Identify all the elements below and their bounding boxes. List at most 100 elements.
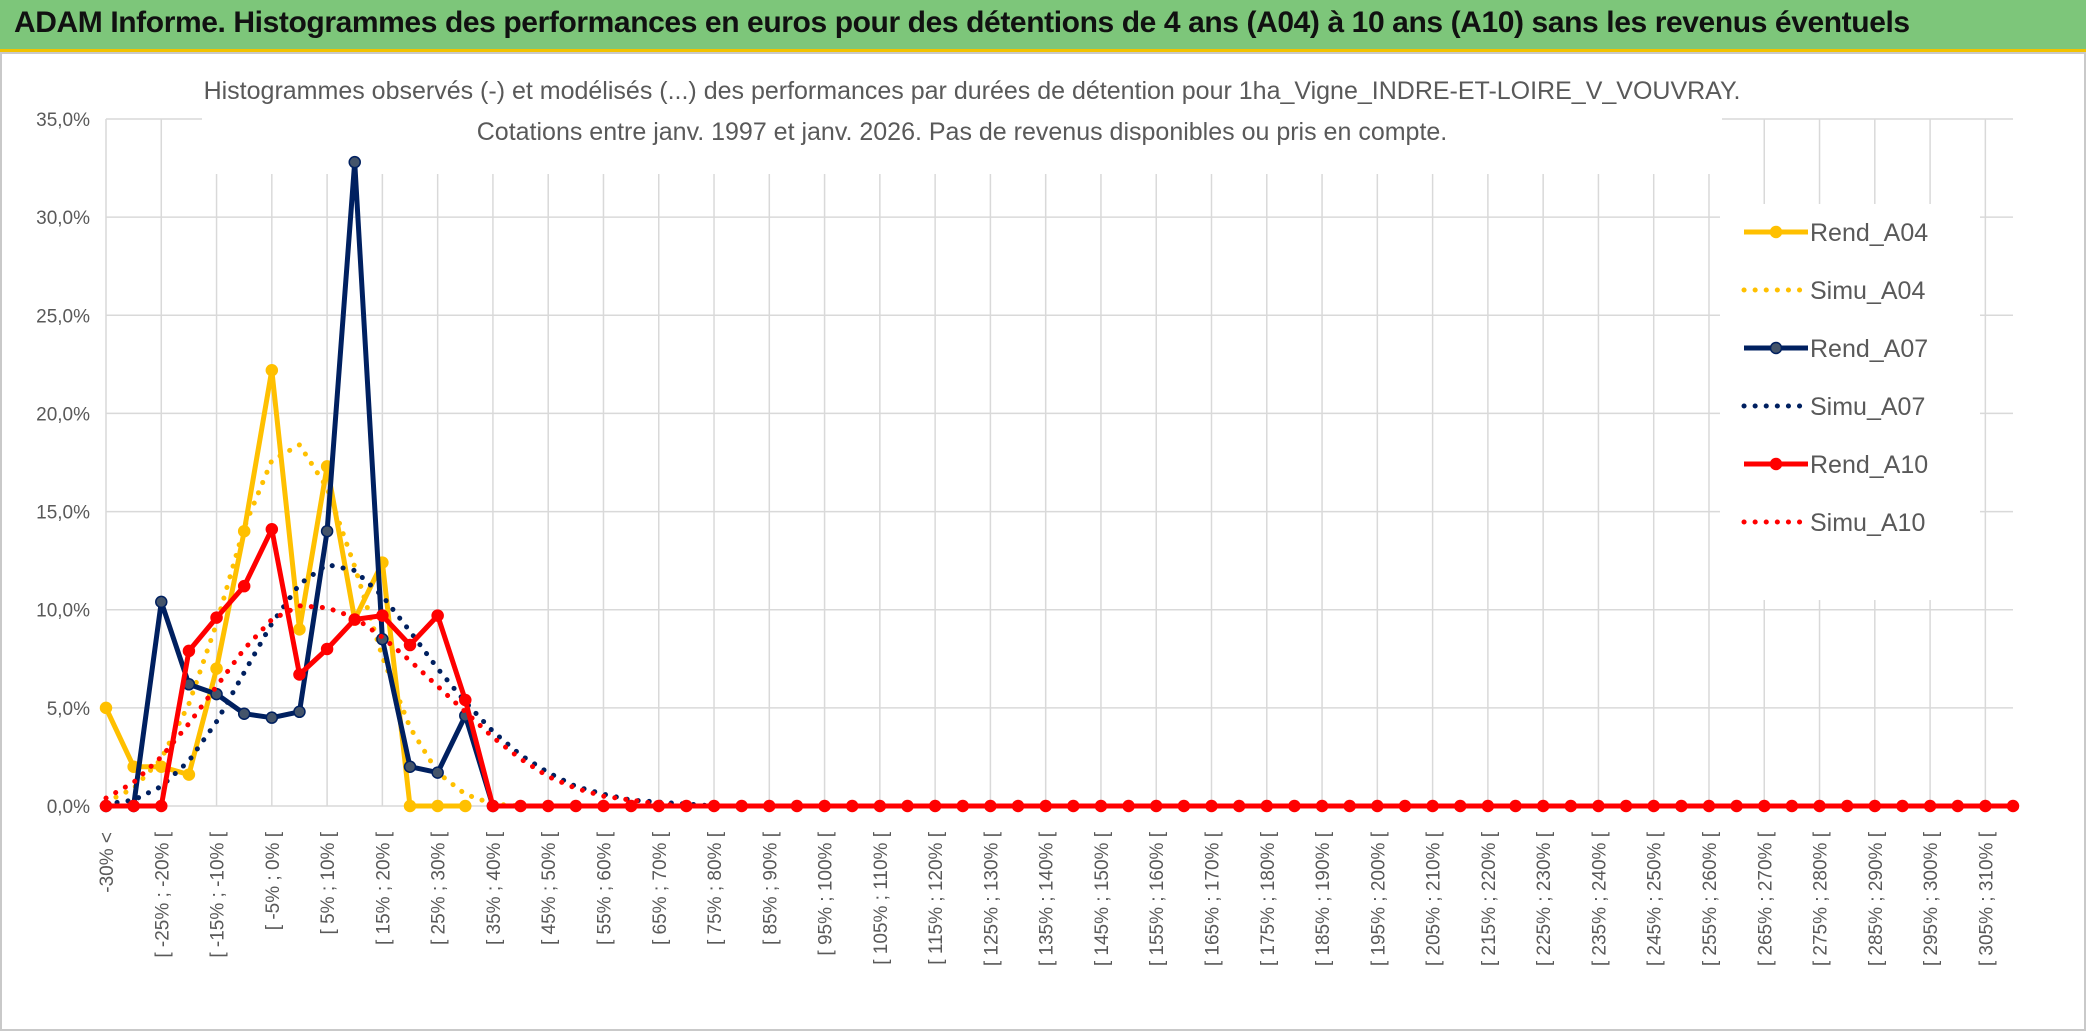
x-tick-label: [ 175% ; 180% [ [1258, 831, 1279, 966]
x-tick-label: [ 255% ; 260% [ [1700, 831, 1721, 966]
legend-marker [1769, 225, 1783, 239]
x-tick-label: [ 65% ; 70% [ [650, 831, 671, 945]
data-point [486, 799, 500, 813]
data-point [459, 693, 472, 707]
data-point [210, 611, 223, 624]
data-point [459, 799, 472, 813]
x-tick-label: [ 155% ; 160% [ [1147, 831, 1168, 966]
x-tick-label: [ 265% ; 270% [ [1755, 831, 1776, 966]
data-point [320, 524, 334, 538]
x-tick-label: [ 165% ; 170% [ [1203, 831, 1224, 966]
data-point [182, 644, 196, 658]
data-point [237, 579, 251, 593]
data-point [845, 799, 859, 813]
x-tick-label: [ 275% ; 280% [ [1811, 831, 1832, 966]
title-background [202, 68, 1722, 174]
data-point [210, 662, 223, 675]
data-point [1675, 799, 1688, 813]
data-point [155, 799, 168, 813]
data-point [1868, 799, 1882, 813]
data-point [1619, 799, 1633, 813]
x-tick-label: [ -25% ; -20% [ [152, 831, 173, 957]
series-line-rend-a04 [103, 367, 466, 809]
x-tick-label: [ -15% ; -10% [ [208, 831, 229, 957]
data-point [265, 522, 279, 536]
x-tick-label: [ -5% ; 0% [ [263, 831, 284, 930]
data-point [320, 642, 334, 656]
y-tick-label: 35,0% [36, 110, 90, 131]
x-tick-label: [ 125% ; 130% [ [981, 831, 1002, 966]
data-point [1426, 799, 1439, 813]
x-tick-label: [ 15% ; 20% [ [373, 831, 394, 945]
legend: Rend_A04 Simu_A04 Rend_A07 Simu_A07 Rend_A10… [1720, 204, 1980, 600]
x-tick-label: -30% < [97, 832, 118, 893]
data-point [1315, 799, 1329, 813]
x-tick-label: [ 305% ; 310% [ [1976, 831, 1997, 966]
x-tick-label: [ 245% ; 250% [ [1645, 831, 1666, 966]
data-point [1398, 799, 1412, 813]
x-tick-label: [ 205% ; 210% [ [1424, 831, 1445, 966]
x-tick-label: [ 295% ; 300% [ [1921, 831, 1942, 966]
data-point [403, 760, 417, 773]
data-point [1509, 799, 1522, 813]
data-point [1785, 799, 1799, 813]
data-point [901, 799, 914, 813]
y-axis-tick-labels: 0,0% 5,0% 10,0% 15,0% 20,0% 25,0% 30,0% 35,0% [36, 110, 90, 818]
data-point [928, 799, 942, 813]
data-point [237, 707, 251, 720]
x-tick-label: [ 25% ; 30% [ [429, 831, 450, 945]
x-tick-label: [ 5% ; 10% [ [318, 831, 339, 934]
x-tick-label: [ 45% ; 50% [ [539, 831, 560, 945]
data-point [1647, 799, 1660, 813]
y-tick-label: 5,0% [47, 699, 90, 720]
legend-label: Rend_A10 [1810, 451, 1928, 479]
data-point [624, 799, 638, 813]
data-point [99, 701, 113, 715]
data-point [1067, 799, 1080, 813]
data-point [873, 799, 887, 813]
x-tick-label: [ 95% ; 100% [ [816, 831, 837, 955]
data-point [1232, 799, 1246, 813]
legend-label: Simu_A04 [1810, 277, 1925, 305]
chart-frame: Histogrammes observés (-) et modélisés (… [0, 52, 2086, 1031]
x-tick-label: [ 75% ; 80% [ [705, 831, 726, 945]
data-point [293, 705, 306, 719]
header-bar: ADAM Informe. Histogrammes des performan… [0, 0, 2086, 52]
data-point [431, 799, 444, 813]
data-point [155, 595, 168, 609]
data-point [1205, 799, 1218, 813]
data-point [348, 155, 361, 169]
x-tick-label: [ 35% ; 40% [ [484, 831, 505, 945]
y-tick-label: 0,0% [47, 797, 90, 818]
data-point [1840, 799, 1854, 813]
data-point [1813, 799, 1826, 813]
series-line-rend-a10 [106, 526, 2013, 809]
data-point [1149, 799, 1163, 813]
data-point [1177, 799, 1191, 813]
x-tick-label: [ 145% ; 150% [ [1092, 831, 1113, 966]
series-lines [99, 155, 2020, 813]
y-tick-label: 25,0% [36, 306, 90, 327]
data-point [1260, 799, 1274, 813]
x-tick-label: [ 85% ; 90% [ [760, 831, 781, 945]
data-point [1951, 799, 1964, 813]
x-tick-label: [ 115% ; 120% [ [926, 831, 947, 964]
legend-marker [1769, 341, 1783, 355]
data-point [127, 799, 140, 813]
data-point [376, 609, 389, 622]
data-point [1094, 799, 1108, 813]
data-point [293, 623, 306, 636]
data-point [541, 799, 555, 813]
data-point [569, 799, 583, 813]
data-point [818, 799, 831, 813]
chart-subtitle: Cotations entre janv. 1997 et janv. 2026… [477, 118, 1448, 146]
page-title: ADAM Informe. Histogrammes des performan… [14, 6, 1910, 39]
legend-label: Simu_A07 [1810, 393, 1925, 421]
data-point [1011, 799, 1025, 813]
data-point [1896, 799, 1909, 813]
y-tick-label: 15,0% [36, 503, 90, 524]
x-tick-label: [ 195% ; 200% [ [1368, 831, 1389, 966]
data-point [99, 799, 113, 813]
data-point [1343, 799, 1356, 813]
data-point [431, 609, 444, 622]
